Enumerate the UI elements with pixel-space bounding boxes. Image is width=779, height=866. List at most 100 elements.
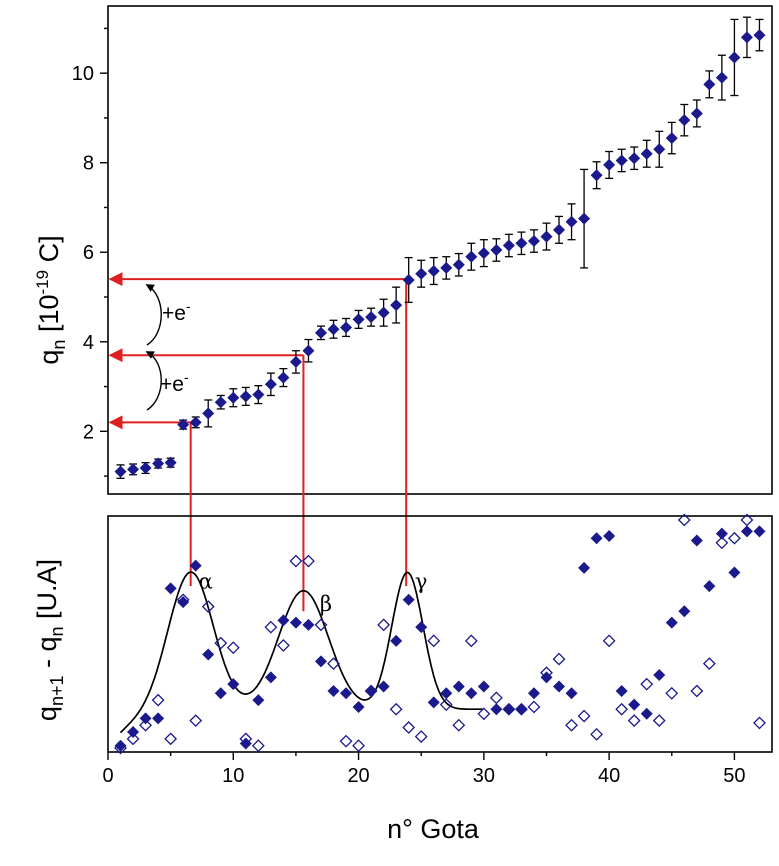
- filled-point: [264, 671, 277, 684]
- filled-point: [427, 696, 440, 709]
- x-tick-label: 0: [102, 765, 113, 787]
- charge-point: [227, 391, 240, 404]
- filled-point: [628, 698, 641, 711]
- charge-point: [690, 107, 703, 120]
- charge-point: [615, 154, 628, 167]
- filled-point: [527, 687, 540, 700]
- charge-point: [314, 326, 327, 339]
- filled-point: [377, 680, 390, 693]
- open-point: [677, 513, 691, 527]
- charge-point: [214, 396, 227, 409]
- filled-point: [289, 616, 302, 629]
- charge-point: [202, 407, 215, 420]
- top-errorbars: [116, 16, 764, 479]
- charge-point: [402, 273, 415, 286]
- charge-point: [390, 299, 403, 312]
- top-annotations: +e- +e-: [145, 284, 191, 411]
- top-y-tick-label: 10: [72, 63, 94, 85]
- charge-point: [640, 147, 653, 160]
- open-point: [226, 641, 240, 655]
- charge-point: [427, 265, 440, 278]
- open-point: [552, 652, 566, 666]
- electron-annotation-2: +e-: [162, 298, 191, 325]
- filled-point: [314, 655, 327, 668]
- open-point: [377, 618, 391, 632]
- top-y-tick-label: 2: [83, 421, 94, 443]
- open-point: [590, 727, 604, 741]
- filled-point: [490, 703, 503, 716]
- charge-step-arrow-2: [145, 284, 162, 346]
- filled-point: [615, 685, 628, 697]
- filled-point: [715, 527, 728, 540]
- charge-point: [289, 355, 302, 368]
- filled-point: [214, 687, 227, 700]
- filled-point: [189, 559, 202, 572]
- charge-point: [515, 237, 528, 250]
- filled-point: [114, 739, 127, 752]
- charge-point: [352, 313, 365, 326]
- x-tick-label: 30: [473, 765, 495, 787]
- charge-point: [340, 321, 353, 334]
- x-tick-label: 50: [723, 765, 745, 787]
- filled-point: [415, 621, 428, 634]
- charge-point: [490, 244, 503, 256]
- charge-point: [665, 132, 678, 145]
- charge-point: [415, 267, 428, 280]
- filled-point: [540, 671, 553, 684]
- charge-point: [540, 230, 553, 243]
- open-point: [352, 739, 365, 753]
- filled-point: [252, 694, 265, 707]
- open-point: [276, 638, 290, 652]
- filled-point: [340, 687, 353, 700]
- charge-point: [465, 250, 478, 263]
- top-reference-lines: [108, 272, 408, 612]
- filled-point: [239, 737, 252, 750]
- filled-point: [202, 648, 215, 661]
- charge-point: [239, 390, 252, 403]
- filled-point: [603, 529, 616, 542]
- filled-point: [653, 669, 666, 682]
- charge-point: [377, 306, 390, 319]
- top-axes: 2 4 6 8 10: [72, 5, 773, 495]
- filled-point: [452, 680, 465, 693]
- charge-point: [553, 223, 566, 236]
- open-point: [753, 716, 766, 730]
- top-y-tick-label: 8: [83, 153, 94, 175]
- charge-point: [578, 212, 591, 225]
- filled-point: [753, 525, 766, 538]
- charge-point: [527, 235, 540, 248]
- filled-point: [465, 687, 478, 700]
- open-point: [439, 698, 453, 712]
- open-point: [189, 714, 203, 728]
- charge-point: [502, 239, 515, 252]
- top-y-tick-label: 4: [83, 332, 94, 354]
- x-tick-label: 40: [598, 765, 620, 787]
- filled-point: [565, 687, 578, 700]
- x-tick-label: 20: [347, 765, 369, 787]
- bottom-filled-points: [114, 525, 766, 752]
- charge-point: [565, 215, 578, 228]
- top-y-tick-label: 6: [83, 242, 94, 264]
- filled-point: [578, 561, 591, 574]
- peak-label: γ: [415, 569, 428, 593]
- peak-label: β: [320, 592, 332, 616]
- open-point: [214, 636, 228, 650]
- filled-point: [352, 700, 365, 713]
- open-point: [427, 634, 441, 648]
- charge-point: [139, 462, 152, 475]
- filled-point: [402, 593, 415, 606]
- peak-labels: α β γ: [199, 569, 428, 616]
- filled-point: [365, 685, 378, 697]
- charge-point: [127, 463, 140, 476]
- open-point: [289, 554, 303, 568]
- top-y-axis-label: qn [10-19 C]: [33, 235, 69, 364]
- bottom-open-points: [114, 513, 766, 755]
- filled-point: [139, 712, 152, 725]
- charge-point: [603, 158, 616, 171]
- top-plot-frame: [107, 5, 773, 495]
- open-point: [652, 714, 666, 728]
- filled-point: [665, 616, 678, 629]
- open-point: [126, 732, 140, 746]
- open-point: [665, 686, 679, 700]
